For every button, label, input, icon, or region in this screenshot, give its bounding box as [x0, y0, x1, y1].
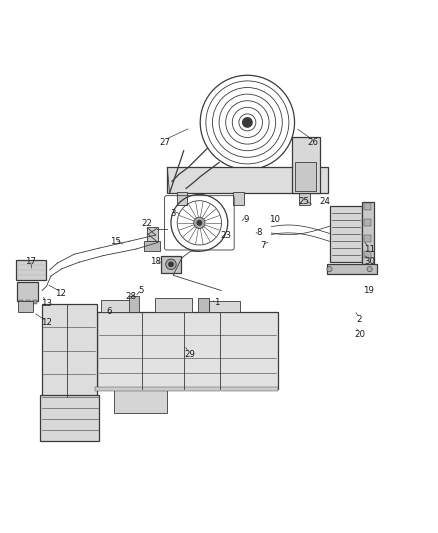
Circle shape	[197, 221, 201, 225]
Bar	[364, 219, 371, 227]
Text: 17: 17	[25, 257, 36, 266]
Bar	[161, 256, 181, 272]
Circle shape	[166, 259, 176, 270]
Bar	[18, 302, 33, 312]
Bar	[294, 163, 316, 191]
Text: 15: 15	[110, 237, 120, 246]
Bar	[42, 304, 97, 398]
Bar	[198, 298, 209, 312]
Bar	[40, 395, 99, 441]
Bar	[33, 300, 37, 304]
Text: 27: 27	[159, 138, 170, 147]
Bar	[155, 298, 192, 312]
Text: 22: 22	[141, 219, 152, 228]
Bar	[17, 282, 38, 301]
Text: 19: 19	[363, 286, 374, 295]
Text: 12: 12	[56, 289, 67, 298]
Bar	[299, 192, 310, 205]
Circle shape	[243, 118, 252, 127]
Bar	[167, 167, 328, 193]
Circle shape	[327, 266, 332, 272]
Text: 24: 24	[319, 197, 330, 206]
Bar	[144, 241, 159, 251]
Text: 23: 23	[220, 231, 231, 239]
Text: 13: 13	[41, 299, 52, 308]
Text: 18: 18	[150, 257, 161, 266]
Text: 20: 20	[354, 330, 365, 338]
Text: 6: 6	[106, 306, 112, 316]
Circle shape	[194, 217, 205, 229]
Text: 7: 7	[260, 241, 265, 250]
Bar	[95, 387, 278, 391]
Bar	[26, 300, 30, 304]
Text: 1: 1	[214, 298, 219, 307]
Bar	[362, 203, 374, 265]
Text: 29: 29	[184, 350, 195, 359]
Bar	[364, 251, 371, 258]
Bar	[114, 387, 166, 413]
Text: 30: 30	[364, 257, 375, 266]
Bar	[129, 296, 139, 312]
Text: 26: 26	[307, 138, 318, 147]
Bar	[330, 206, 362, 262]
Text: 8: 8	[256, 228, 262, 237]
Text: 25: 25	[299, 197, 310, 206]
Bar	[364, 203, 371, 211]
Text: 12: 12	[41, 318, 52, 327]
Text: 11: 11	[364, 245, 375, 254]
Bar	[16, 260, 46, 280]
Bar	[209, 302, 240, 312]
Text: 9: 9	[244, 215, 249, 224]
Text: 5: 5	[138, 286, 144, 295]
Text: 28: 28	[125, 292, 136, 301]
Bar	[97, 312, 278, 389]
Bar	[101, 300, 132, 312]
Bar	[233, 192, 244, 205]
Text: 10: 10	[269, 215, 280, 224]
Bar	[364, 235, 371, 242]
Bar	[19, 300, 23, 304]
Circle shape	[367, 266, 372, 272]
Bar	[327, 264, 378, 274]
Bar	[147, 227, 158, 241]
Text: 3: 3	[170, 209, 176, 218]
Bar	[292, 136, 321, 193]
Bar	[177, 192, 187, 205]
Circle shape	[169, 262, 173, 266]
Text: 2: 2	[357, 315, 362, 324]
